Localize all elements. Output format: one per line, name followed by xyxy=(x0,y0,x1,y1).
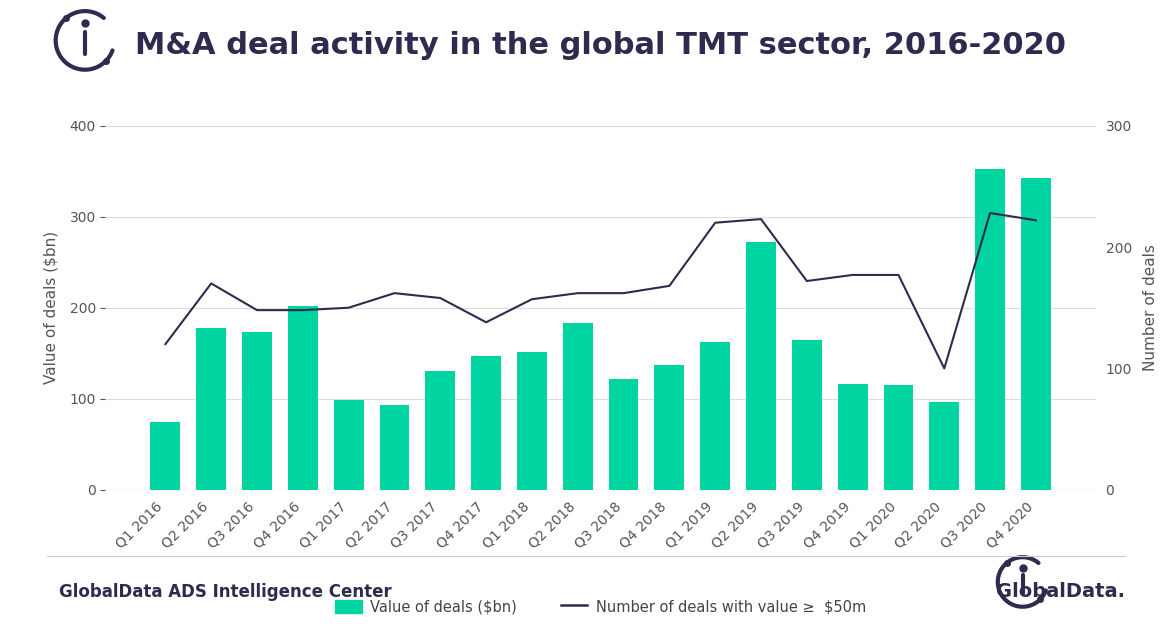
Bar xyxy=(563,323,593,490)
Number of deals with value ≥  $50m xyxy=(204,279,218,287)
Bar xyxy=(608,379,639,490)
Number of deals with value ≥  $50m xyxy=(388,290,402,297)
Number of deals with value ≥  $50m xyxy=(571,290,585,297)
Number of deals with value ≥  $50m xyxy=(341,304,355,311)
Y-axis label: Number of deals: Number of deals xyxy=(1143,244,1158,371)
Number of deals with value ≥  $50m xyxy=(754,215,768,223)
Bar xyxy=(517,352,547,490)
Number of deals with value ≥  $50m xyxy=(662,282,676,290)
Bar xyxy=(838,384,867,490)
Text: M&A deal activity in the global TMT sector, 2016-2020: M&A deal activity in the global TMT sect… xyxy=(135,31,1065,60)
Bar xyxy=(701,342,730,490)
Legend: Value of deals ($bn), Number of deals with value ≥  $50m: Value of deals ($bn), Number of deals wi… xyxy=(335,599,866,614)
Number of deals with value ≥  $50m xyxy=(799,277,813,284)
Number of deals with value ≥  $50m xyxy=(295,306,309,314)
Bar xyxy=(792,340,822,490)
Bar xyxy=(425,371,455,490)
Number of deals with value ≥  $50m xyxy=(846,271,860,279)
Text: GlobalData.: GlobalData. xyxy=(996,582,1125,601)
Bar xyxy=(747,242,776,490)
Bar xyxy=(150,421,180,490)
Bar xyxy=(929,403,959,490)
Number of deals with value ≥  $50m xyxy=(525,295,539,303)
Bar xyxy=(654,365,684,490)
Number of deals with value ≥  $50m xyxy=(892,271,906,279)
Bar xyxy=(884,385,913,490)
Number of deals with value ≥  $50m xyxy=(616,290,631,297)
Number of deals with value ≥  $50m xyxy=(158,340,172,348)
Bar xyxy=(1021,178,1051,490)
Number of deals with value ≥  $50m xyxy=(250,306,264,314)
Bar xyxy=(334,399,363,490)
Number of deals with value ≥  $50m xyxy=(434,295,448,302)
Number of deals with value ≥  $50m xyxy=(1029,217,1043,224)
Number of deals with value ≥  $50m xyxy=(708,219,722,227)
Bar xyxy=(288,306,318,490)
Number of deals with value ≥  $50m xyxy=(938,365,952,372)
Number of deals with value ≥  $50m xyxy=(479,318,493,326)
Bar xyxy=(243,332,272,490)
Y-axis label: Value of deals ($bn): Value of deals ($bn) xyxy=(43,231,59,384)
Line: Number of deals with value ≥  $50m: Number of deals with value ≥ $50m xyxy=(165,213,1036,369)
Number of deals with value ≥  $50m xyxy=(983,209,997,217)
Bar xyxy=(380,405,409,490)
Bar xyxy=(975,170,1004,490)
Text: GlobalData ADS Intelligence Center: GlobalData ADS Intelligence Center xyxy=(59,583,391,600)
Bar xyxy=(197,328,226,490)
Bar xyxy=(471,356,500,490)
